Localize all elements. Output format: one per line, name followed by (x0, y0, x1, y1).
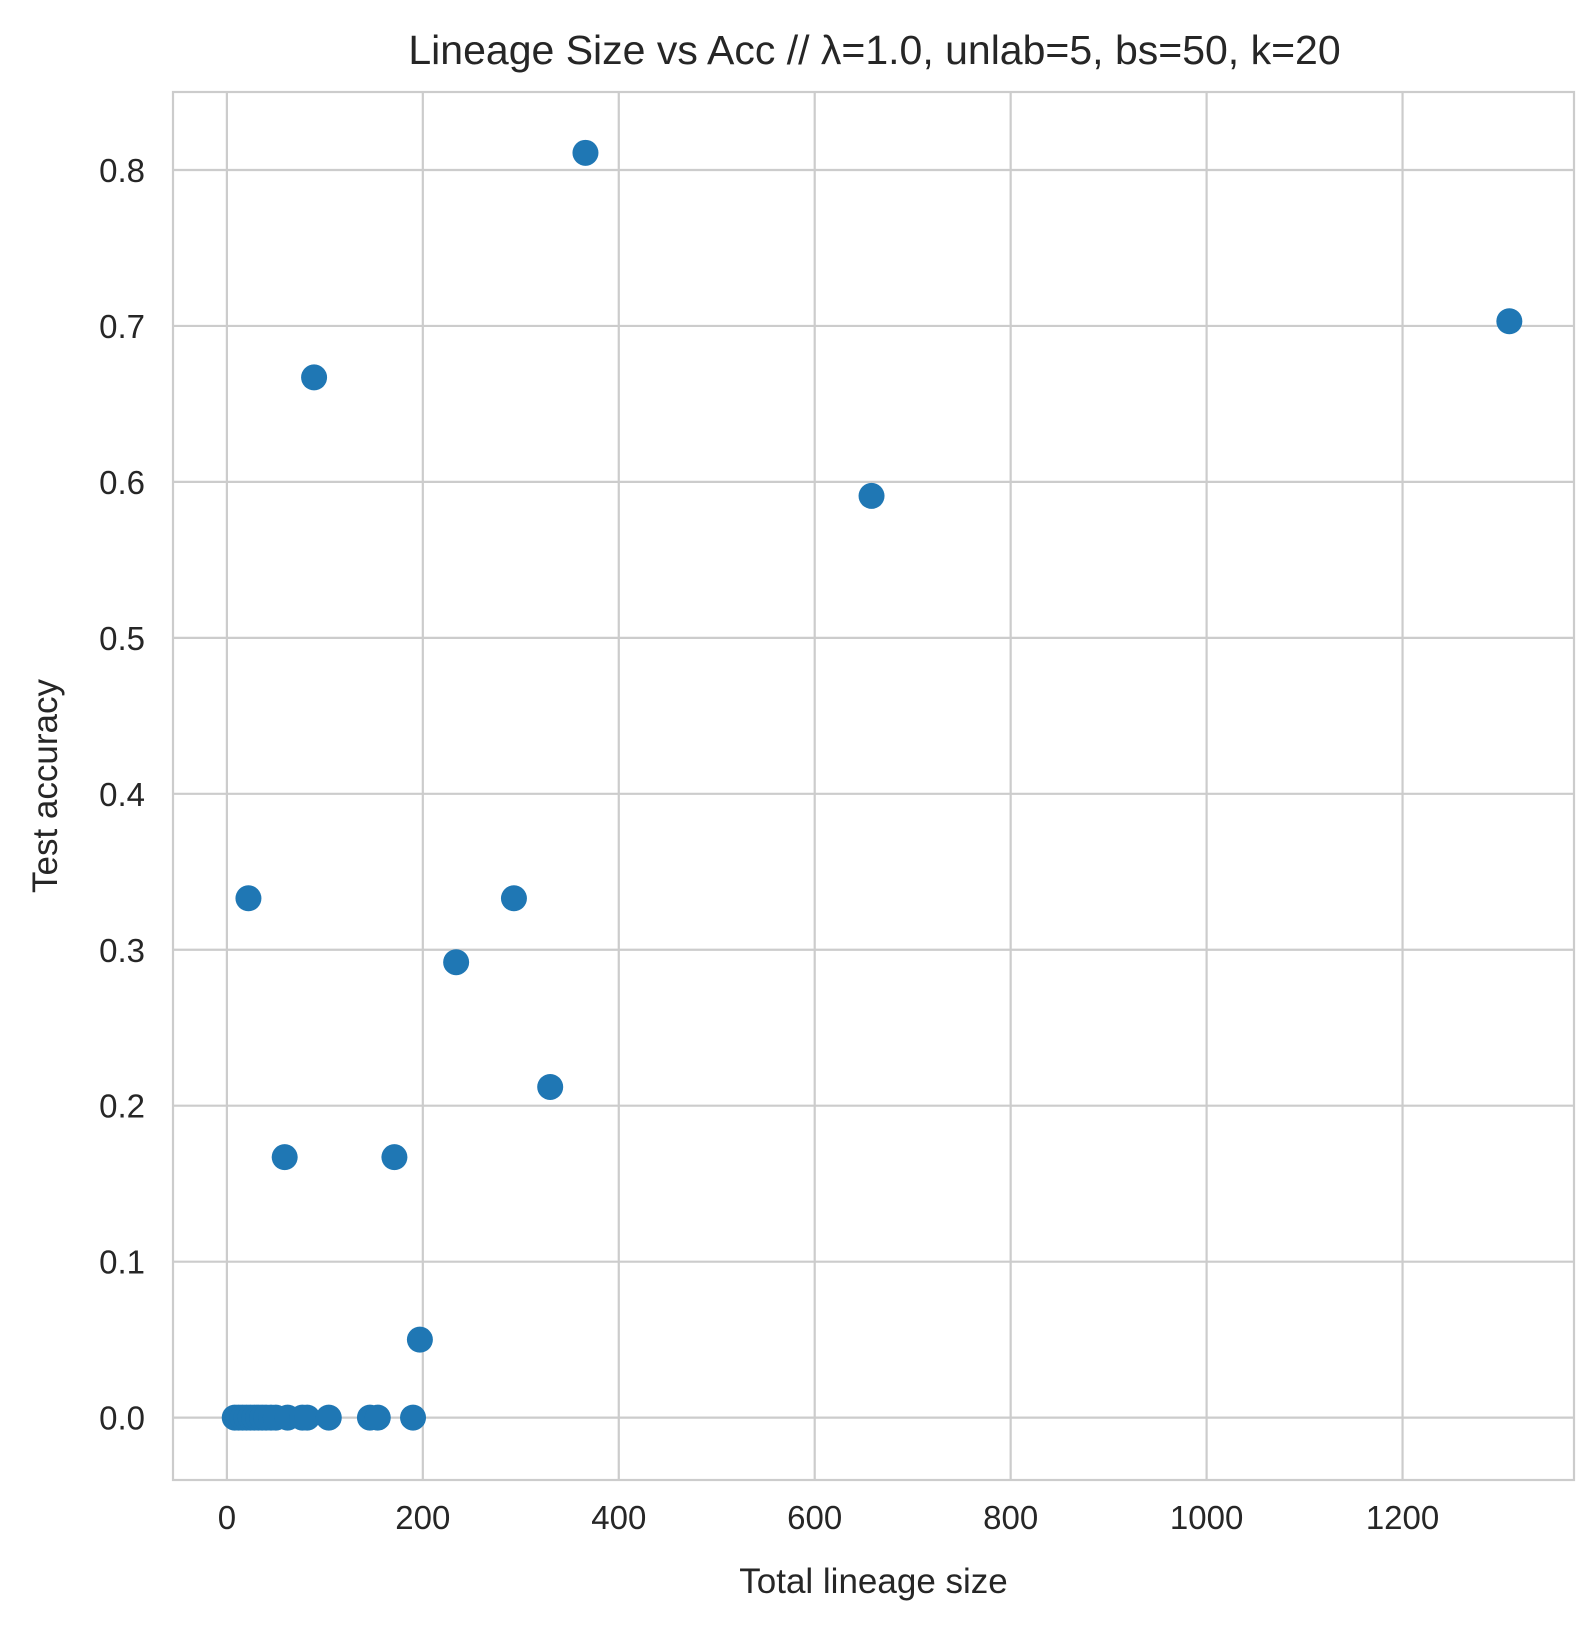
x-tick-label: 400 (591, 1499, 646, 1536)
y-tick-labels: 0.0 0.1 0.2 0.3 0.4 0.5 0.6 0.7 0.8 (99, 152, 145, 1437)
data-point (1496, 308, 1523, 335)
y-tick-label: 0.3 (99, 932, 145, 969)
x-tick-label: 200 (395, 1499, 450, 1536)
x-tick-label: 1000 (1170, 1499, 1243, 1536)
data-point (858, 482, 885, 509)
data-point (294, 1404, 321, 1431)
data-point (572, 139, 599, 166)
x-tick-label: 800 (983, 1499, 1038, 1536)
y-tick-label: 0.8 (99, 152, 145, 189)
grid (173, 92, 1574, 1480)
data-points (221, 139, 1523, 1431)
data-point (500, 885, 527, 912)
x-axis-label: Total lineage size (739, 1562, 1008, 1601)
y-tick-label: 0.6 (99, 464, 145, 501)
y-tick-label: 0.5 (99, 620, 145, 657)
data-point (235, 885, 262, 912)
data-point (315, 1404, 342, 1431)
x-tick-labels: 0 200 400 600 800 1000 1200 (218, 1499, 1440, 1536)
y-tick-label: 0.4 (99, 776, 145, 813)
data-point (406, 1326, 433, 1353)
data-point (400, 1404, 427, 1431)
data-point (271, 1144, 298, 1171)
data-point (443, 949, 470, 976)
chart-title: Lineage Size vs Acc // λ=1.0, unlab=5, b… (408, 27, 1340, 73)
data-point (381, 1144, 408, 1171)
y-axis-label: Test accuracy (26, 679, 65, 893)
x-tick-label: 0 (218, 1499, 236, 1536)
y-tick-label: 0.1 (99, 1244, 145, 1281)
y-tick-label: 0.7 (99, 308, 145, 345)
x-tick-label: 1200 (1366, 1499, 1439, 1536)
x-tick-label: 600 (787, 1499, 842, 1536)
data-point (537, 1073, 564, 1100)
y-tick-label: 0.0 (99, 1400, 145, 1437)
y-tick-label: 0.2 (99, 1088, 145, 1125)
data-point (364, 1404, 391, 1431)
plot-frame (171, 90, 1576, 1482)
data-point (301, 364, 328, 391)
